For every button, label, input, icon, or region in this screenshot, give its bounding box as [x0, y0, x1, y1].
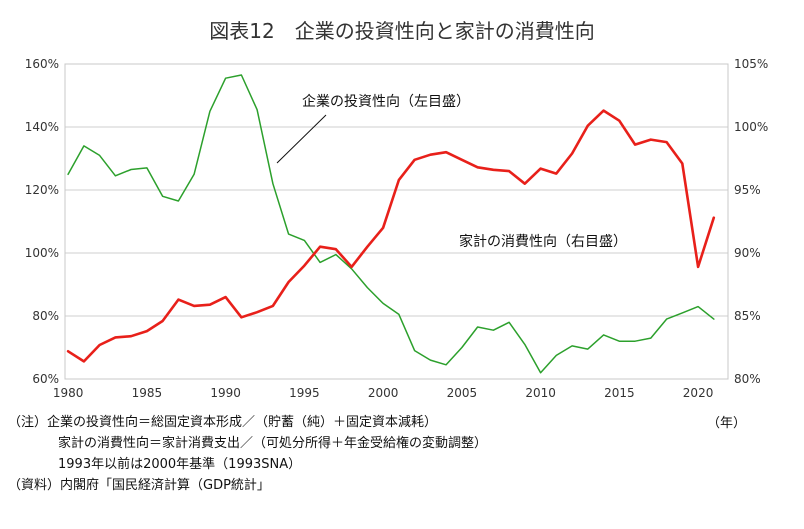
left-tick-label: 80%	[32, 309, 59, 323]
x-tick-label: 2020	[683, 386, 714, 400]
x-tick-label: 2005	[447, 386, 478, 400]
right-axis-ticks: 80% 85% 90% 95% 100% 105%	[734, 57, 768, 386]
chart-title: 図表12 企業の投資性向と家計の消費性向	[209, 19, 594, 43]
investment-propensity-line	[67, 74, 715, 374]
right-tick-label: 95%	[734, 183, 761, 197]
note-definition-invest: （注）企業の投資性向＝総固定資本形成／（貯蓄（純）＋固定資本減耗）	[8, 415, 438, 430]
x-tick-label: 1985	[132, 386, 163, 400]
left-tick-label: 100%	[25, 246, 59, 260]
series-group	[66, 74, 716, 374]
note-base-year: 1993年以前は2000年基準（1993SNA）	[58, 457, 302, 472]
plot-area	[64, 63, 729, 380]
note-source: （資料）内閣府「国民経済計算（GDP統計」	[8, 478, 270, 493]
left-axis-ticks: 60% 80% 100% 120% 140% 160%	[25, 57, 59, 386]
invest-series-label: 企業の投資性向（左目盛）	[302, 93, 470, 110]
left-tick-label: 160%	[25, 57, 59, 71]
invest-leader-line	[276, 114, 327, 164]
x-tick-label: 1980	[53, 386, 84, 400]
gridlines	[65, 126, 728, 317]
right-tick-label: 90%	[734, 246, 761, 260]
x-tick-label: 1990	[210, 386, 241, 400]
note-definition-consume: 家計の消費性向＝家計消費支出／（可処分所得＋年金受給権の変動調整）	[58, 436, 488, 451]
x-axis-ticks: 1980 1985 1990 1995 2000 2005 2010 2015 2020	[53, 386, 713, 400]
x-axis-unit: （年）	[707, 416, 747, 431]
left-tick-label: 120%	[25, 183, 59, 197]
x-tick-label: 2010	[525, 386, 556, 400]
right-tick-label: 85%	[734, 309, 761, 323]
notes-block: （注）企業の投資性向＝総固定資本形成／（貯蓄（純）＋固定資本減耗） 家計の消費性…	[8, 412, 798, 496]
consumption-propensity-line	[66, 109, 716, 363]
left-tick-label: 60%	[32, 372, 59, 386]
x-tick-label: 2015	[604, 386, 635, 400]
consume-series-label: 家計の消費性向（右目盛）	[459, 233, 627, 250]
chart-canvas: 図表12 企業の投資性向と家計の消費性向 60% 80% 100% 120% 140% 1…	[25, 19, 769, 400]
left-tick-label: 140%	[25, 120, 59, 134]
right-tick-label: 80%	[734, 372, 761, 386]
x-tick-label: 2000	[368, 386, 399, 400]
right-tick-label: 100%	[734, 120, 768, 134]
right-tick-label: 105%	[734, 57, 768, 71]
x-tick-label: 1995	[289, 386, 320, 400]
